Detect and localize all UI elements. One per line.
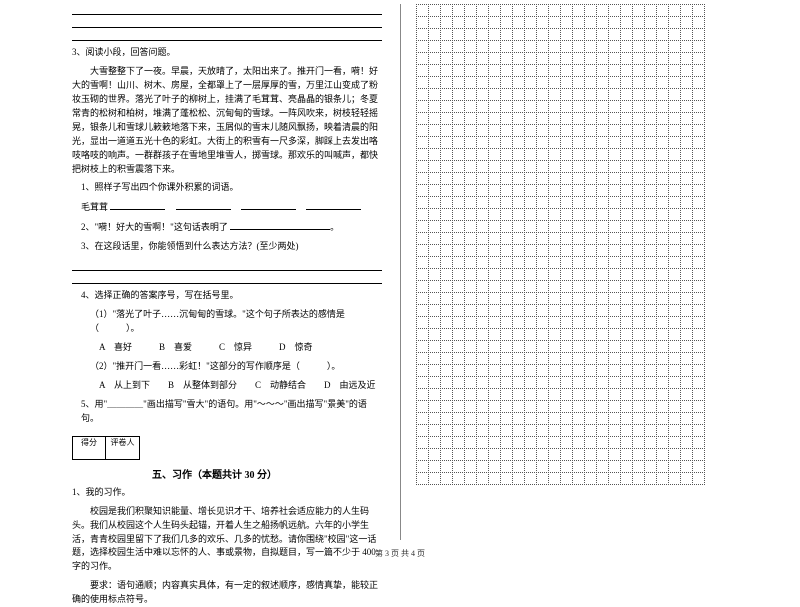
section5-q1-lead: 1、我的习作。 <box>72 486 382 500</box>
q3-sub1-sample: 毛茸茸 <box>81 202 108 212</box>
q3-sub2-text: 2、"嗬！好大的雪啊！"这句话表明了 <box>81 222 228 232</box>
q3-sub4a: （1）"落光了叶子……沉甸甸的雪球。"这个句子所表达的感情是（ ）。 <box>72 308 382 336</box>
grid-cell[interactable] <box>692 472 705 485</box>
q3-sub4b-opts: A 从上到下 B 从整体到部分 C 动静结合 D 由远及近 <box>72 379 382 393</box>
blank-field[interactable] <box>241 200 296 210</box>
q3-sub4a-opts: A 喜好 B 喜爱 C 惊异 D 惊奇 <box>72 341 382 355</box>
q3-sub4-lead: 4、选择正确的答案序号，写在括号里。 <box>72 289 382 303</box>
answer-blank-line <box>72 4 382 15</box>
q3-sub1-lead: 1、照样子写出四个你课外积累的词语。 <box>72 181 382 195</box>
q3-sub4b: （2）"推开门一看……彩虹！"这部分的写作顺序是（ ）。 <box>72 360 382 374</box>
section5-q1-body: 校园是我们积聚知识能量、增长见识才干、培养社会适应能力的人生码头。我们从校园这个… <box>72 505 382 575</box>
section5-q1-req: 要求：语句通顺；内容真实具体，有一定的叙述顺序，感情真挚，能较正确的使用标点符号… <box>72 579 382 607</box>
section5-title: 五、习作（本题共计 30 分） <box>152 466 382 481</box>
page-footer: 第 3 页 共 4 页 <box>0 548 800 559</box>
blank-field[interactable] <box>110 200 165 210</box>
score-cell-score: 得分 <box>72 436 106 460</box>
answer-blank-line <box>72 273 382 284</box>
q3-sub2-line: 2、"嗬！好大的雪啊！"这句话表明了 。 <box>72 220 382 235</box>
q3-sub1-sample-line: 毛茸茸 <box>72 200 382 215</box>
q3-lead: 3、阅读小段，回答问题。 <box>72 46 382 60</box>
score-cell-grader: 评卷人 <box>106 436 140 460</box>
q3-passage: 大雪整整下了一夜。早晨，天放晴了，太阳出来了。推开门一看，嗬！好大的雪啊！山川、… <box>72 65 382 177</box>
q3-sub3: 3、在这段话里，你能领悟到什么表达方法？(至少两处) <box>72 240 382 254</box>
blank-field[interactable] <box>230 220 330 230</box>
grid-row <box>416 473 728 485</box>
q3-sub5: 5、用"＿＿＿＿"画出描写"雪大"的语句。用"～～～"画出描写"景美"的语句。 <box>72 398 382 426</box>
answer-blank-line <box>72 17 382 28</box>
writing-grid[interactable] <box>416 4 728 485</box>
answer-blank-line <box>72 260 382 271</box>
answer-blank-line <box>72 30 382 41</box>
blank-field[interactable] <box>176 200 231 210</box>
blank-field[interactable] <box>306 200 361 210</box>
score-box: 得分 评卷人 <box>72 436 382 460</box>
